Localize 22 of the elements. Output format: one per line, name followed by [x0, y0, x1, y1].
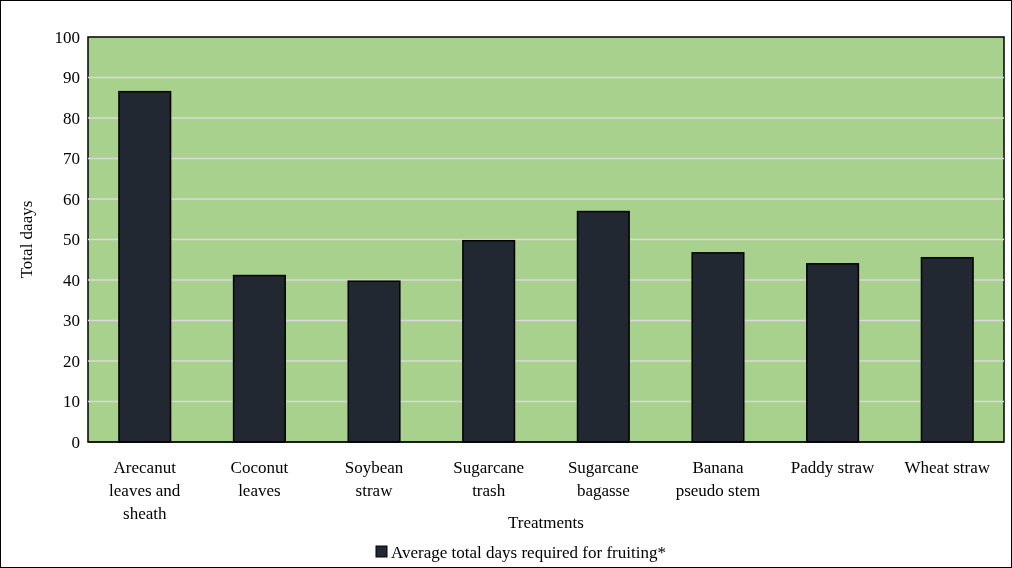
y-tick-label: 40 [63, 270, 80, 290]
y-tick-label: 50 [63, 230, 80, 250]
x-tick-label: Soybean straw [344, 458, 404, 500]
y-tick-label: 20 [63, 351, 80, 371]
x-tick-label: Banana pseudo stem [675, 458, 761, 500]
x-axis-title: Treatments [508, 513, 584, 532]
y-axis-title: Total daays [17, 200, 36, 279]
y-tick-label: 80 [63, 108, 80, 128]
y-tick-label: 90 [63, 68, 80, 88]
x-tick-label: Sugarcane trash [453, 458, 525, 500]
x-tick-label: Paddy straw [790, 458, 876, 477]
y-tick-label: 60 [63, 189, 80, 209]
y-tick-label: 0 [71, 432, 80, 452]
x-tick-label: Arecanut leaves and sheath [109, 458, 181, 523]
x-tick-label: Sugarcane bagasse [567, 458, 639, 500]
y-tick-label: 70 [63, 149, 80, 169]
y-tick-label: 10 [63, 392, 80, 412]
y-tick-label: 30 [63, 311, 80, 331]
y-tick-label: 100 [54, 27, 80, 47]
x-tick-label: Wheat straw [904, 458, 991, 477]
x-tick-label: Coconut leaves [230, 458, 289, 500]
legend-label: Average total days required for fruiting* [391, 543, 666, 562]
